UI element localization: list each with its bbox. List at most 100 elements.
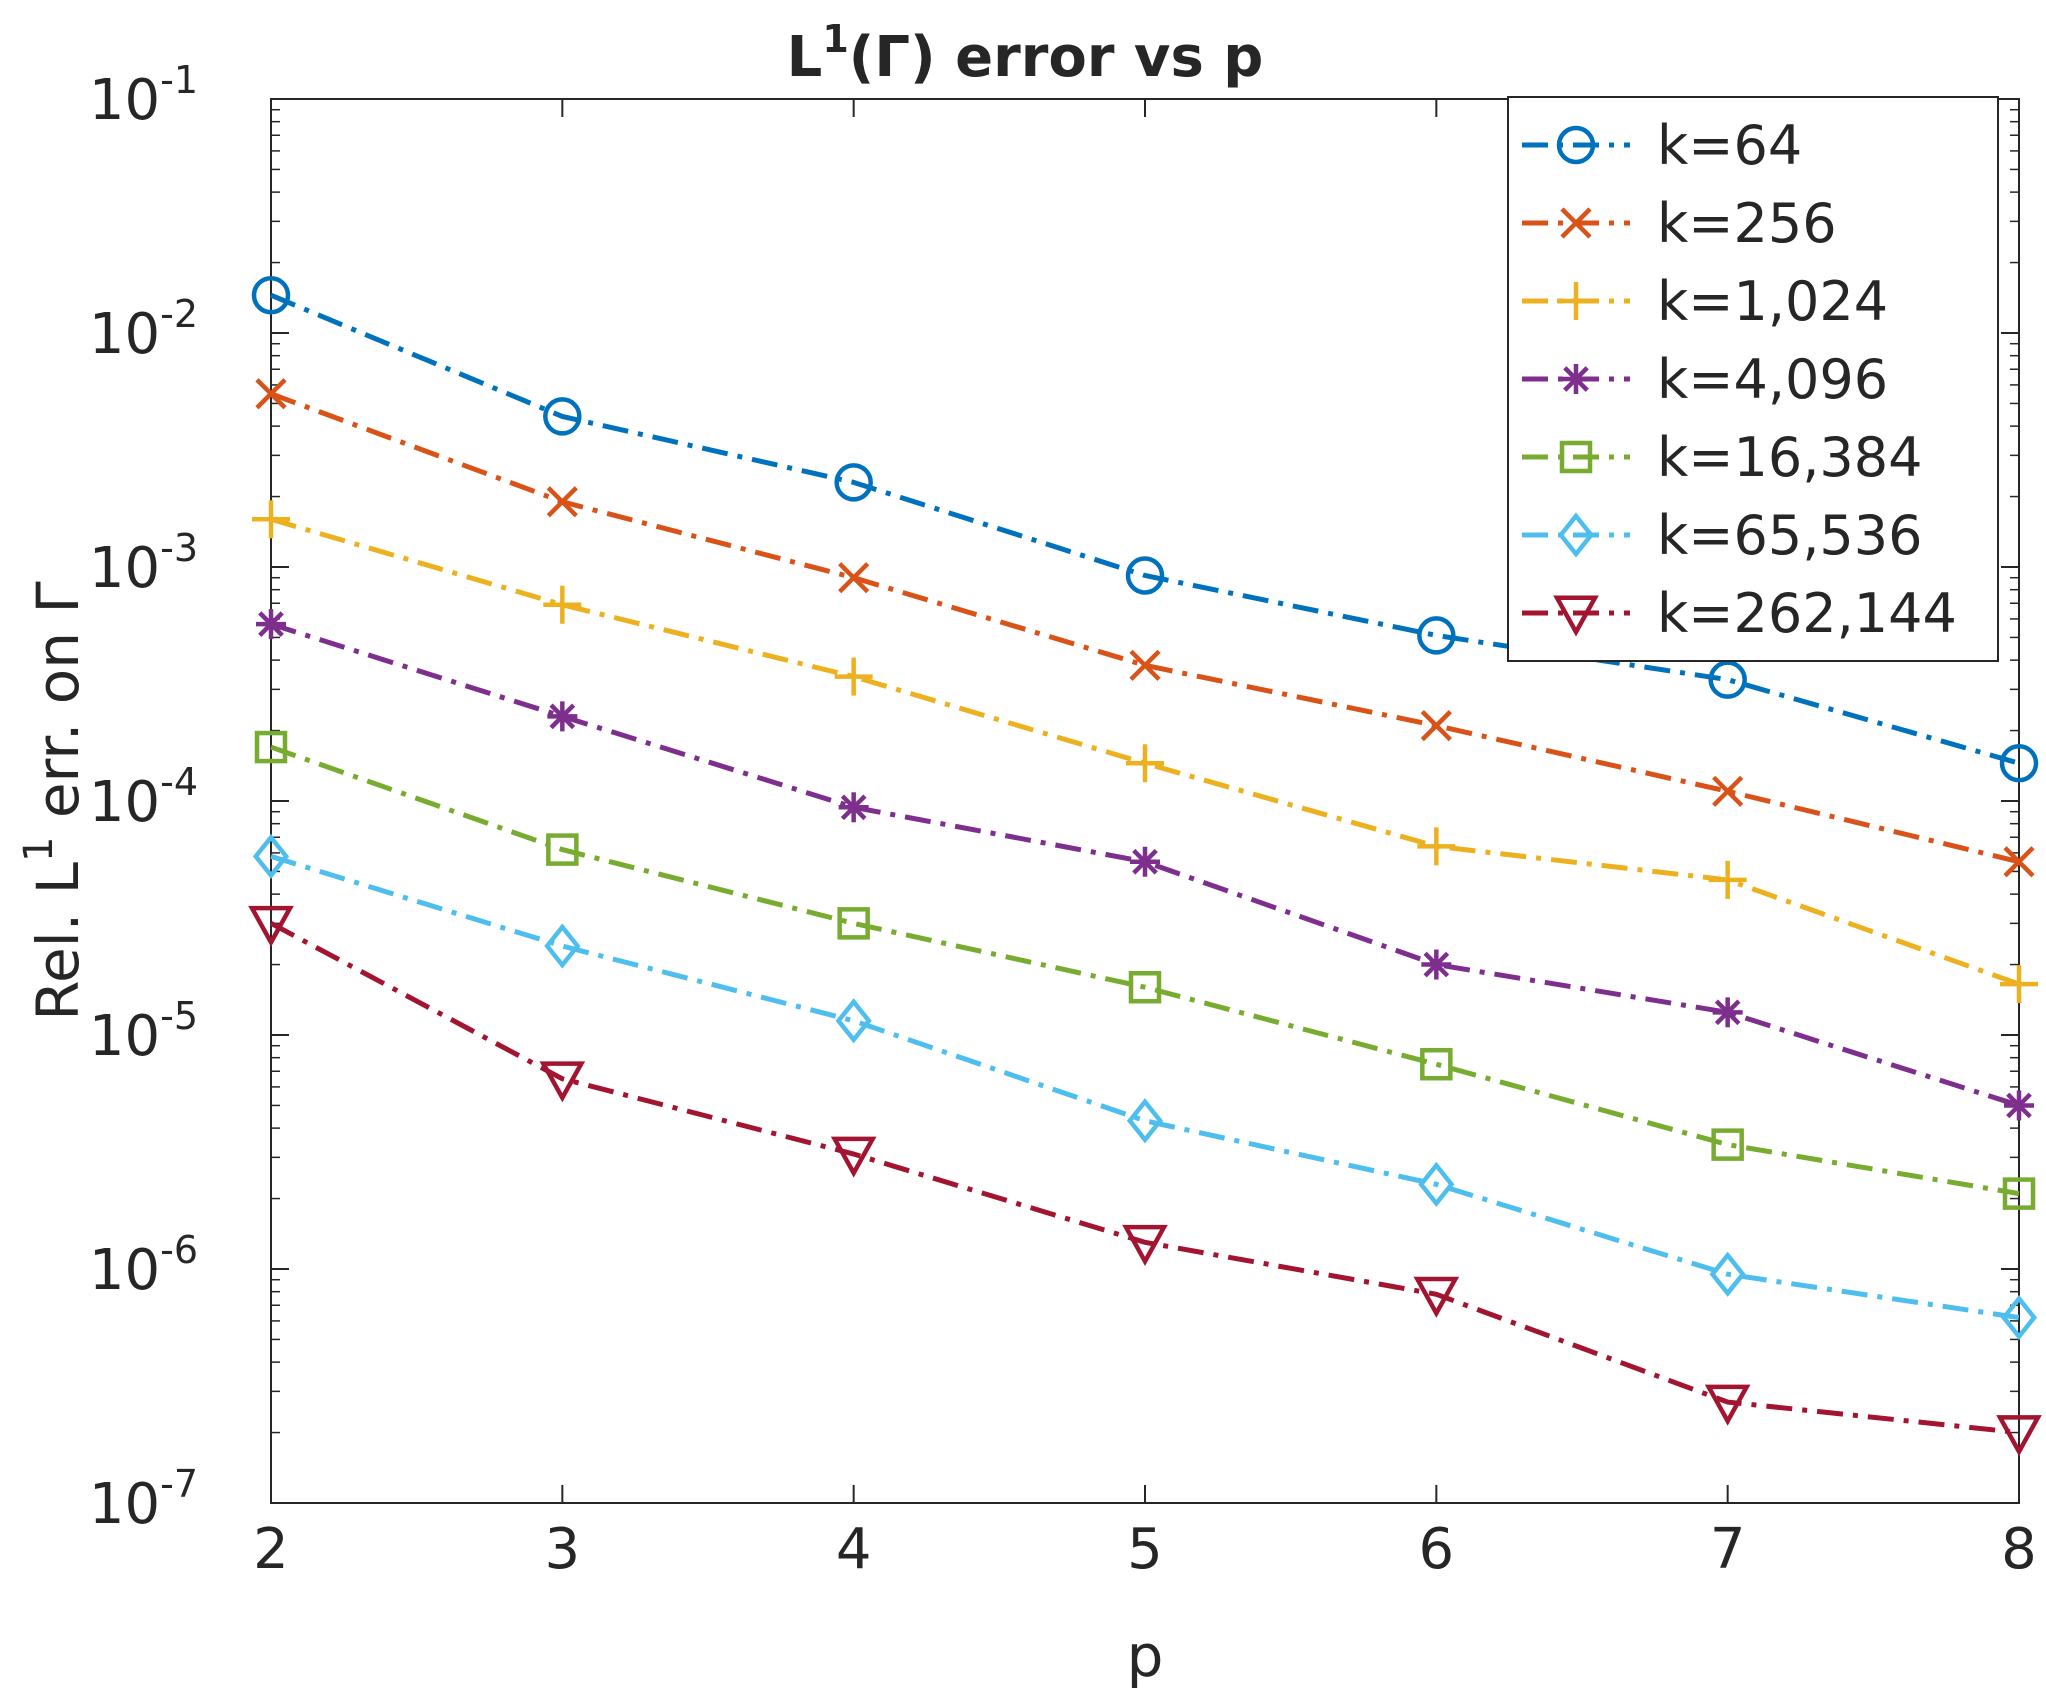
x-tick-label: 4 (836, 1517, 872, 1582)
x-tick-label: 8 (2001, 1517, 2037, 1582)
data-point-asterisk (1130, 846, 1160, 877)
legend-item: k=1,024 (1522, 270, 1888, 333)
legend-label: k=256 (1657, 192, 1837, 255)
y-tick-exponent: -7 (160, 1462, 198, 1506)
series-k=65,536 (252, 833, 2038, 1341)
legend-label: k=262,144 (1657, 582, 1957, 645)
data-point-x (1420, 710, 1452, 742)
y-tick-base: 10 (89, 1238, 160, 1303)
y-tick-base: 10 (89, 302, 160, 367)
data-point-x (546, 486, 578, 518)
data-point-circle (1125, 556, 1165, 595)
y-tick-base: 10 (89, 536, 160, 601)
data-point-plus (1126, 744, 1164, 783)
series-k=1,024 (252, 500, 2038, 1004)
data-point-square (2002, 1177, 2036, 1210)
chart-title: L1(Γ) error vs p (787, 17, 1264, 90)
data-point-diamond (1126, 1098, 1164, 1144)
series-k=262,144 (248, 905, 2042, 1457)
y-tick-label: 10-3 (89, 526, 198, 601)
data-point-plus (834, 657, 873, 696)
series-line (269, 921, 2020, 1436)
data-point-circle (543, 397, 582, 436)
title-main: L (787, 25, 823, 90)
y-tick-exponent: -2 (160, 292, 198, 336)
data-point-diamond (1557, 512, 1595, 558)
data-point-circle (251, 275, 291, 315)
y-tick-base: 10 (89, 68, 160, 133)
series-layer (248, 275, 2042, 1457)
data-point-x (838, 562, 870, 594)
data-point-diamond (1709, 1251, 1746, 1297)
y-tick-label: 10-1 (89, 58, 198, 133)
series-k=256 (255, 378, 2035, 878)
legend: k=64 k=256 k=1,024 k=4,096 k=16,384 k=65,536 k… (1507, 96, 1999, 662)
title-superscript: 1 (822, 17, 848, 61)
data-point-triangle-down (539, 1061, 586, 1103)
x-tick-labels: 2 3 4 5 6 7 8 (253, 1517, 2037, 1582)
data-point-x (1560, 207, 1592, 239)
data-point-diamond (252, 833, 290, 879)
data-point-asterisk (1561, 364, 1591, 394)
y-tick-exponent: -4 (160, 760, 198, 804)
legend-item: k=262,144 (1522, 582, 1957, 645)
y-tick-exponent: -6 (160, 1228, 198, 1272)
data-point-diamond (835, 998, 872, 1044)
y-tick-exponent: -3 (160, 526, 198, 570)
ylabel-pre: Rel. L (24, 862, 92, 1021)
data-point-square (1128, 970, 1162, 1004)
series-line (270, 853, 2020, 1321)
data-point-plus (1557, 282, 1595, 320)
data-point-x (1129, 649, 1161, 681)
data-point-asterisk (2004, 1090, 2034, 1121)
x-tick-label: 2 (253, 1517, 289, 1582)
data-point-circle (1708, 660, 1747, 699)
legend-label: k=64 (1657, 114, 1802, 177)
legend-item: k=65,536 (1522, 504, 1922, 567)
data-point-square (1711, 1128, 1744, 1161)
data-point-triangle-down (248, 905, 294, 947)
y-tick-label: 10-5 (89, 994, 198, 1069)
data-point-circle (1417, 616, 1456, 655)
data-point-diamond (1418, 1161, 1455, 1207)
data-point-plus (1708, 860, 1747, 899)
legend-item: k=256 (1522, 192, 1837, 255)
series-line (270, 744, 2020, 1197)
legend-label: k=1,024 (1657, 270, 1888, 333)
data-point-asterisk (838, 792, 869, 823)
data-point-asterisk (1712, 997, 1743, 1028)
data-point-triangle-down (830, 1136, 877, 1178)
legend-item: k=4,096 (1522, 348, 1888, 411)
legend-label: k=16,384 (1657, 426, 1922, 489)
data-point-x (255, 378, 287, 410)
y-tick-label: 10-6 (89, 1228, 198, 1303)
data-point-plus (252, 500, 290, 539)
data-point-x (2003, 846, 2035, 878)
series-k=16,384 (254, 730, 2036, 1210)
data-point-diamond (544, 923, 581, 969)
data-point-triangle-down (1704, 1384, 1751, 1426)
y-tick-base: 10 (89, 1004, 160, 1069)
title-rest: (Γ) error vs p (849, 25, 1264, 90)
data-point-asterisk (547, 701, 578, 732)
data-point-diamond (2000, 1294, 2038, 1341)
legend-item: k=64 (1522, 114, 1802, 177)
y-tick-base: 10 (89, 1472, 160, 1537)
data-point-square (1559, 440, 1593, 474)
data-point-asterisk (1421, 949, 1452, 980)
data-point-square (254, 730, 288, 764)
data-point-triangle-down (1413, 1276, 1460, 1318)
data-point-x (1712, 775, 1744, 807)
data-point-triangle-down (1122, 1224, 1168, 1266)
data-point-triangle-down (1996, 1415, 2042, 1457)
data-point-circle (1556, 125, 1596, 165)
data-point-circle (834, 463, 873, 502)
data-point-plus (1417, 827, 1456, 866)
series-line (270, 292, 2020, 766)
data-point-square (837, 907, 870, 940)
data-point-plus (2000, 965, 2038, 1004)
x-tick-label: 3 (545, 1517, 581, 1582)
axis-ticks (270, 98, 2020, 1504)
